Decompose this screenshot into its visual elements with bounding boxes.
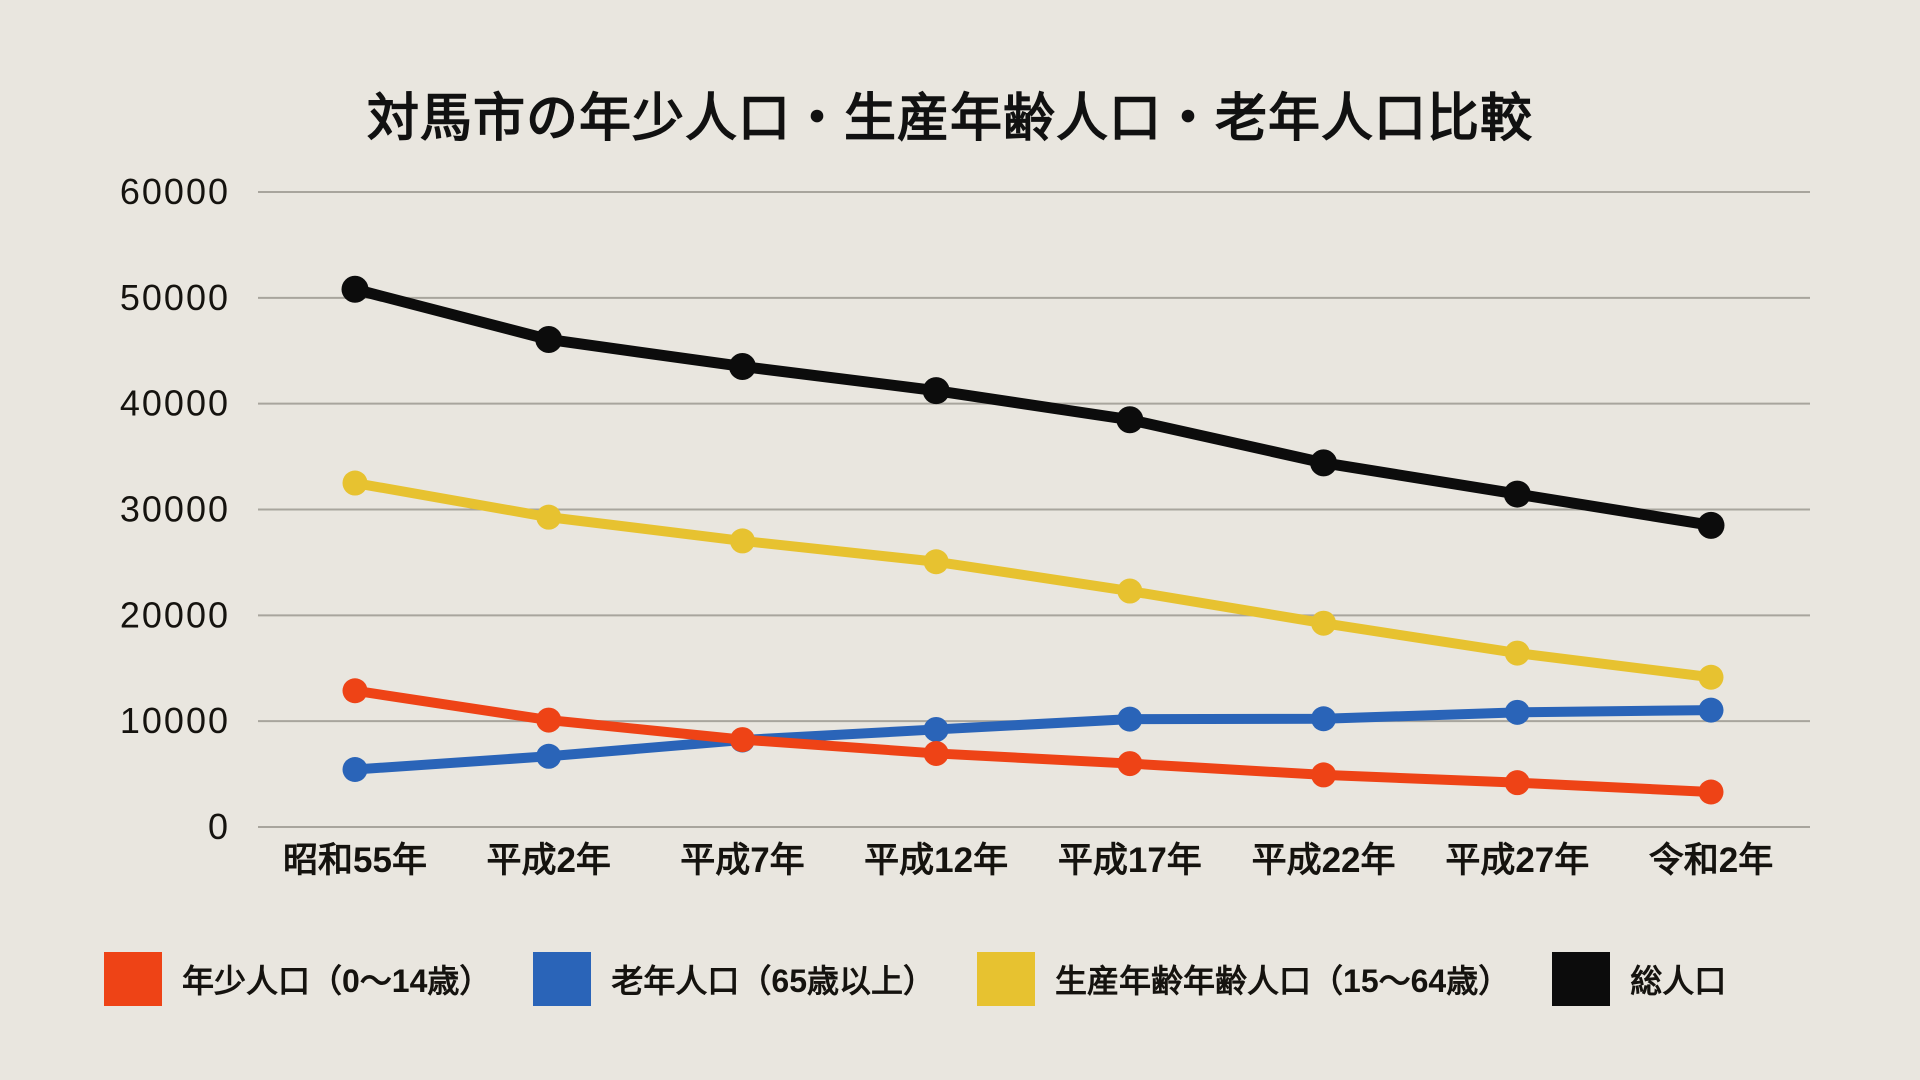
y-tick-label: 50000 [120, 277, 230, 318]
data-point [1117, 706, 1143, 732]
data-point [535, 325, 563, 353]
data-point [1311, 762, 1337, 788]
legend-label: 生産年齢年齢人口（15〜64歳） [1055, 963, 1511, 999]
chart-title: 対馬市の年少人口・生産年齢人口・老年人口比較 [366, 90, 1533, 148]
data-point [1698, 779, 1724, 805]
data-point [1698, 697, 1724, 723]
data-point [342, 678, 368, 704]
series-line [350, 705, 1716, 775]
data-point [536, 743, 562, 769]
legend-item-4: 総人口 [1552, 952, 1726, 1006]
data-point [729, 727, 755, 753]
data-point [1116, 406, 1144, 434]
x-tick-label: 平成2年 [486, 841, 610, 880]
data-point [1503, 480, 1531, 508]
legend-label: 総人口 [1630, 963, 1727, 999]
data-point [1117, 578, 1143, 604]
data-point [1504, 770, 1530, 796]
data-point [1311, 610, 1337, 636]
data-point [1698, 664, 1724, 690]
legend-swatch [977, 952, 1036, 1006]
x-tick-label: 平成7年 [680, 841, 804, 880]
y-tick-label: 20000 [120, 594, 230, 635]
y-tick-label: 0 [208, 806, 230, 847]
data-point [342, 470, 368, 496]
x-tick-label: 昭和55年 [283, 841, 427, 880]
x-tick-label: 平成22年 [1252, 841, 1396, 880]
series-line [350, 685, 1716, 797]
legend-label: 老年人口（65歳以上） [611, 963, 936, 999]
data-point [922, 377, 950, 405]
x-tick-label: 平成27年 [1445, 841, 1589, 880]
data-point [1311, 706, 1337, 732]
legend-item-2: 老年人口（65歳以上） [533, 952, 935, 1006]
data-point [1310, 449, 1338, 477]
y-tick-label: 30000 [120, 489, 230, 530]
x-tick-label: 平成17年 [1058, 841, 1202, 880]
data-point [342, 757, 368, 783]
series-line [349, 283, 1717, 531]
data-point [341, 275, 369, 303]
data-point [923, 716, 949, 742]
data-point [1504, 640, 1530, 666]
legend-swatch [1552, 952, 1611, 1006]
data-point [728, 352, 756, 380]
legend-swatch [533, 952, 592, 1006]
x-tick-label: 平成12年 [864, 841, 1008, 880]
y-tick-label: 60000 [120, 171, 230, 212]
data-point [923, 549, 949, 575]
legend-swatch [104, 952, 162, 1006]
data-point [536, 707, 562, 733]
legend-label: 年少人口（0〜14歳） [182, 963, 492, 999]
legend: 年少人口（0〜14歳） 老年人口（65歳以上） 生産年齢年齢人口（15〜64歳） 総人… [104, 952, 1726, 1006]
x-tick-label: 令和2年 [1649, 841, 1773, 880]
data-point [536, 504, 562, 530]
y-tick-label: 40000 [120, 383, 230, 424]
data-point [729, 528, 755, 554]
data-point [923, 740, 949, 766]
data-point [1697, 511, 1725, 539]
data-point [1504, 699, 1530, 725]
legend-item-1: 年少人口（0〜14歳） [104, 952, 491, 1006]
y-tick-label: 10000 [120, 700, 230, 741]
legend-item-3: 生産年齢年齢人口（15〜64歳） [977, 952, 1510, 1006]
data-point [1117, 751, 1143, 777]
series-line [350, 478, 1716, 683]
